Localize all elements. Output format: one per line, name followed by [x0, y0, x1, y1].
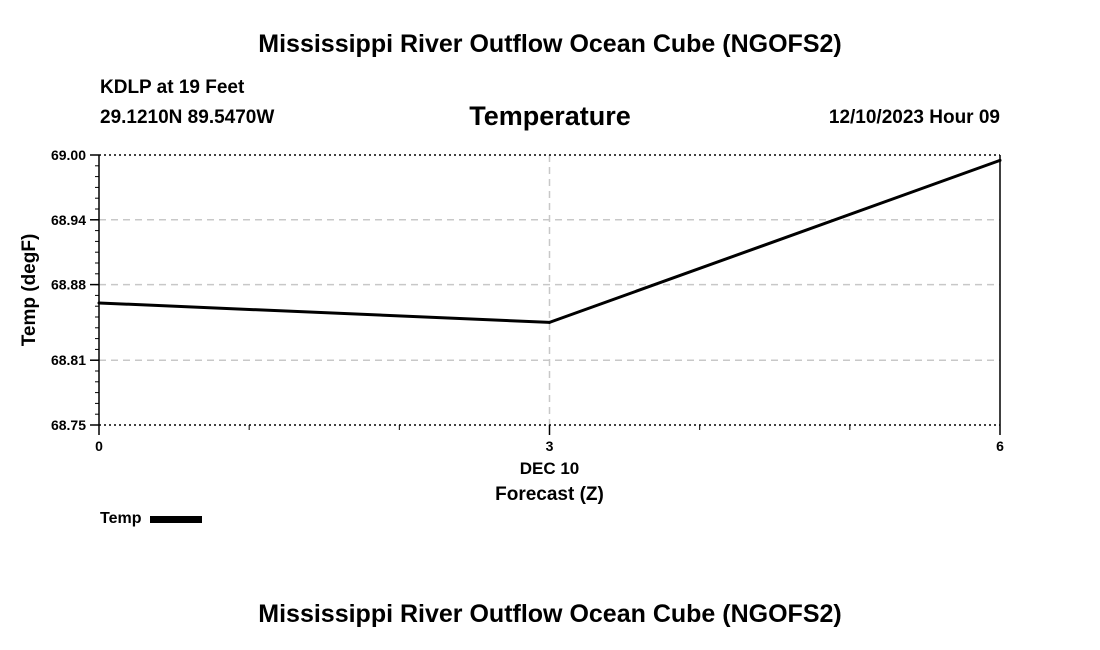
data-point [548, 320, 551, 324]
page-title-repeat: Mississippi River Outflow Ocean Cube (NG… [258, 600, 842, 628]
page-title: Mississippi River Outflow Ocean Cube (NG… [258, 30, 842, 58]
y-tick-label: 68.81 [51, 352, 86, 368]
y-tick-label: 69.00 [51, 147, 86, 163]
data-point [97, 301, 101, 305]
x-tick-label: 3 [546, 438, 554, 454]
data-point [998, 158, 1002, 162]
x-tick-label: 6 [996, 438, 1004, 454]
station-coords: 29.1210N 89.5470W [100, 107, 275, 128]
legend: Temp [100, 510, 203, 528]
legend-swatch [150, 515, 203, 523]
y-tick-label: 68.88 [51, 277, 86, 293]
y-tick-label: 68.94 [51, 212, 86, 228]
x-tick-label: 0 [95, 438, 103, 454]
legend-label: Temp [100, 510, 142, 527]
y-axis-label: Temp (degF) [19, 234, 40, 347]
station-label: KDLP at 19 Feet [100, 77, 245, 98]
x-date-label: DEC 10 [520, 459, 580, 478]
forecast-date: 12/10/2023 Hour 09 [828, 107, 1000, 128]
y-tick-label: 68.75 [51, 417, 86, 433]
chart-title: Temperature [469, 101, 631, 131]
x-axis-label: Forecast (Z) [495, 484, 604, 505]
